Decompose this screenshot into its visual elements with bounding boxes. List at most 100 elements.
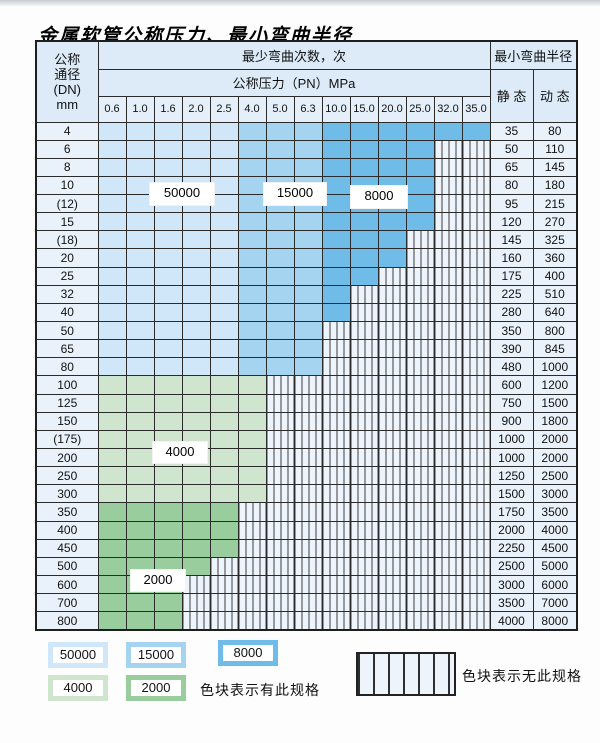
spec-cell (153, 266, 183, 286)
spec-cell (461, 121, 491, 141)
table-row: 450 2250 4500 (35, 538, 578, 558)
no-spec-cell (293, 393, 323, 413)
no-spec-cell (377, 411, 407, 431)
no-spec-cell (377, 448, 407, 468)
legend-swatch-2000: 2000 (126, 675, 186, 701)
table-row: 8 65 145 (35, 157, 578, 177)
no-spec-cell (433, 429, 463, 450)
static-value: 2000 (489, 520, 534, 540)
spec-cell (237, 139, 267, 159)
static-value: 120 (489, 212, 534, 232)
dn-value: 450 (35, 538, 99, 558)
no-spec-cell (321, 429, 351, 450)
pn-value-header: 32.0 (433, 95, 463, 123)
no-spec-cell (265, 448, 295, 468)
spec-cell (153, 375, 183, 395)
static-value: 1000 (489, 448, 534, 468)
legend-swatch-50000: 50000 (48, 642, 108, 668)
spec-cell (125, 266, 155, 286)
no-spec-cell (237, 575, 267, 595)
spec-cell (97, 157, 127, 177)
spec-cell (237, 121, 267, 141)
spec-cell (153, 302, 183, 323)
no-spec-cell (181, 593, 211, 613)
spec-cell (181, 375, 211, 395)
spec-cell (209, 520, 239, 540)
spec-cell (125, 411, 155, 431)
no-spec-cell (321, 411, 351, 431)
no-spec-cell (377, 393, 407, 413)
spec-cell (181, 466, 211, 486)
spec-cell (125, 157, 155, 177)
spec-cell (125, 357, 155, 377)
spec-cell (321, 175, 351, 196)
spec-cell (237, 484, 267, 504)
spec-cell (265, 284, 295, 304)
spec-cell (265, 266, 295, 286)
no-spec-cell (321, 357, 351, 377)
no-spec-cell (377, 556, 407, 577)
no-spec-cell (349, 357, 379, 377)
pn-value-header: 4.0 (237, 95, 267, 123)
no-spec-cell (349, 502, 379, 522)
spec-cell (265, 357, 295, 377)
no-spec-cell (377, 429, 407, 450)
static-value: 50 (489, 139, 534, 159)
spec-cell (293, 321, 323, 341)
no-spec-cell (461, 302, 491, 323)
spec-cell (349, 248, 379, 268)
no-spec-cell (321, 321, 351, 341)
spec-cell (237, 194, 267, 214)
spec-cell (265, 248, 295, 268)
spec-cell (209, 393, 239, 413)
no-spec-cell (237, 538, 267, 558)
dynamic-value: 325 (532, 230, 578, 250)
spec-cell (153, 611, 183, 631)
no-spec-cell (265, 502, 295, 522)
dn-value: 80 (35, 357, 99, 377)
spec-cell (405, 194, 435, 214)
table-row: 600 3000 6000 (35, 575, 578, 595)
no-spec-cell (293, 448, 323, 468)
no-spec-cell (405, 302, 435, 323)
spec-cell (153, 593, 183, 613)
table-row: (18) 145 325 (35, 230, 578, 250)
no-spec-cell (433, 157, 463, 177)
no-spec-cell (237, 611, 267, 631)
table-row: 250 1250 2500 (35, 466, 578, 486)
no-spec-cell (405, 321, 435, 341)
dynamic-value: 1200 (532, 375, 578, 395)
spec-cell (153, 357, 183, 377)
spec-cell (181, 157, 211, 177)
static-value: 80 (489, 175, 534, 196)
table-row: 350 1750 3500 (35, 502, 578, 522)
spec-cell (97, 175, 127, 196)
spec-cell (321, 266, 351, 286)
spec-cell (153, 139, 183, 159)
no-spec-cell (405, 484, 435, 504)
table-row: 150 900 1800 (35, 411, 578, 431)
spec-cell (125, 448, 155, 468)
dynamic-value: 2500 (532, 466, 578, 486)
spec-cell (377, 139, 407, 159)
spec-cell (237, 230, 267, 250)
spec-cell (265, 157, 295, 177)
no-spec-cell (377, 339, 407, 359)
spec-cell (181, 266, 211, 286)
no-spec-cell (405, 266, 435, 286)
scan-edge-artifact (0, 0, 600, 6)
no-spec-cell (433, 611, 463, 631)
spec-cell (125, 484, 155, 504)
spec-cell (237, 393, 267, 413)
no-spec-cell (433, 212, 463, 232)
spec-cell (265, 339, 295, 359)
no-spec-cell (321, 484, 351, 504)
dn-value: 350 (35, 502, 99, 522)
no-spec-cell (265, 520, 295, 540)
spec-cell (209, 212, 239, 232)
no-spec-cell (405, 248, 435, 268)
no-spec-cell (293, 611, 323, 631)
spec-cell (125, 593, 155, 613)
table-row: 4 35 80 (35, 121, 578, 141)
spec-cell (209, 466, 239, 486)
